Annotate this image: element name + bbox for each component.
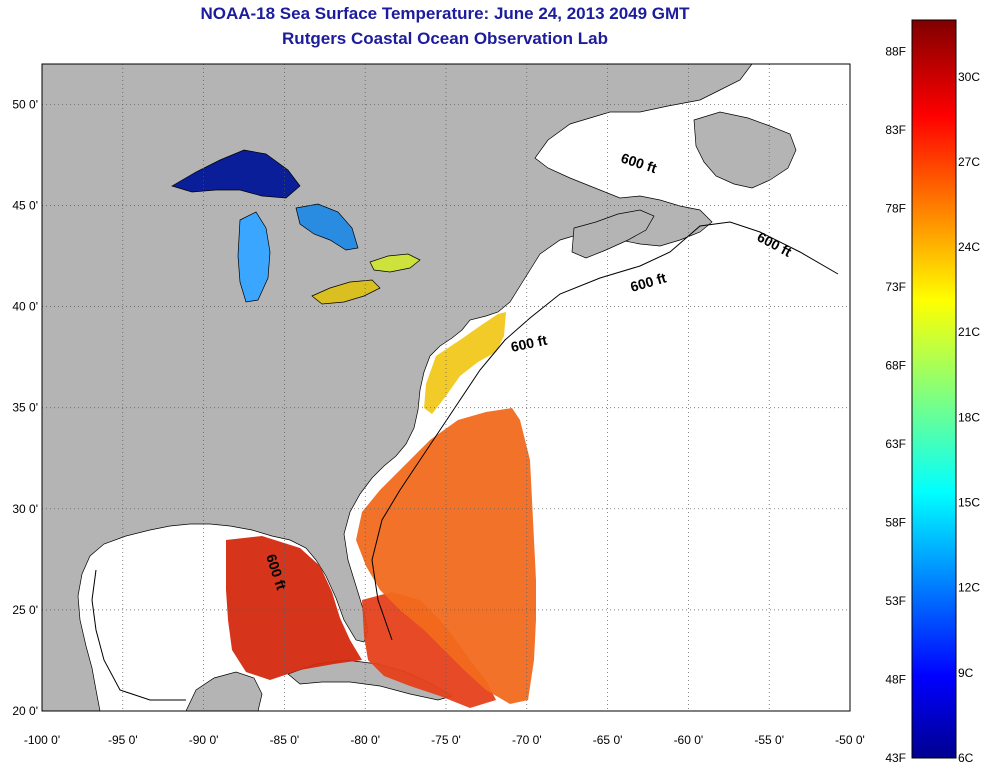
y-tick-labels: 20 0' 25 0' 30 0' 35 0' 40 0' 45 0' 50 0' <box>12 97 38 718</box>
sst-caribbean <box>362 592 496 708</box>
colorbar-c-label: 15C <box>958 496 980 510</box>
lake-erie <box>311 279 381 305</box>
colorbar-f-label: 83F <box>885 123 906 137</box>
colorbar-f-label: 48F <box>885 672 906 686</box>
map-title: NOAA-18 Sea Surface Temperature: June 24… <box>200 4 690 23</box>
land-yucatan <box>185 671 263 711</box>
colorbar-f-label: 58F <box>885 515 906 529</box>
colorbar-f-label: 63F <box>885 437 906 451</box>
x-tick-label: -100 0' <box>24 733 60 747</box>
colorbar-f-label: 73F <box>885 280 906 294</box>
grid-lines <box>42 64 850 711</box>
x-tick-label: -60 0' <box>674 733 704 747</box>
y-tick-label: 30 0' <box>12 502 38 516</box>
sst-mid-atlantic <box>424 312 506 414</box>
x-tick-label: -80 0' <box>350 733 380 747</box>
y-tick-label: 35 0' <box>12 401 38 415</box>
y-tick-label: 40 0' <box>12 300 38 314</box>
colorbar-c-label: 9C <box>958 666 974 680</box>
x-tick-label: -50 0' <box>835 733 865 747</box>
x-tick-label: -95 0' <box>108 733 138 747</box>
colorbar-c-label: 18C <box>958 410 980 424</box>
colorbar-c-label: 27C <box>958 155 980 169</box>
land-nova-scotia <box>571 209 655 259</box>
colorbar <box>911 19 957 759</box>
x-tick-label: -75 0' <box>431 733 461 747</box>
colorbar-f-label: 78F <box>885 201 906 215</box>
land-north-america <box>42 64 753 711</box>
x-tick-labels: -100 0' -95 0' -90 0' -85 0' -80 0' -75 0' -70… <box>24 733 865 747</box>
isobath-600ft <box>91 221 839 701</box>
x-tick-label: -90 0' <box>189 733 219 747</box>
x-tick-label: -85 0' <box>270 733 300 747</box>
y-tick-label: 25 0' <box>12 603 38 617</box>
x-tick-label: -65 0' <box>593 733 623 747</box>
lake-huron <box>295 203 359 251</box>
y-tick-label: 45 0' <box>12 199 38 213</box>
land-newfoundland <box>693 111 797 189</box>
y-tick-label: 20 0' <box>12 704 38 718</box>
colorbar-celsius-labels: 30C 27C 24C 21C 18C 15C 12C 9C 6C <box>958 70 980 765</box>
colorbar-fahrenheit-labels: 88F 83F 78F 73F 68F 63F 58F 53F 48F 43F <box>885 44 906 765</box>
lake-superior <box>171 149 301 199</box>
map-subtitle: Rutgers Coastal Ocean Observation Lab <box>282 29 608 48</box>
colorbar-f-label: 68F <box>885 358 906 372</box>
plot-frame <box>41 63 851 712</box>
contour-label-mid-atlantic: 600 ft <box>509 332 548 355</box>
x-tick-label: -55 0' <box>754 733 784 747</box>
colorbar-f-label: 88F <box>885 44 906 58</box>
lake-ontario <box>369 253 421 273</box>
colorbar-c-label: 30C <box>958 70 980 84</box>
colorbar-c-label: 12C <box>958 581 980 595</box>
colorbar-f-label: 43F <box>885 751 906 765</box>
x-tick-label: -70 0' <box>512 733 542 747</box>
sst-gulf-of-mexico <box>226 536 362 680</box>
colorbar-c-label: 21C <box>958 325 980 339</box>
y-tick-label: 50 0' <box>12 97 38 111</box>
lake-michigan <box>237 211 271 303</box>
colorbar-f-label: 53F <box>885 594 906 608</box>
colorbar-c-label: 6C <box>958 751 974 765</box>
colorbar-c-label: 24C <box>958 240 980 254</box>
